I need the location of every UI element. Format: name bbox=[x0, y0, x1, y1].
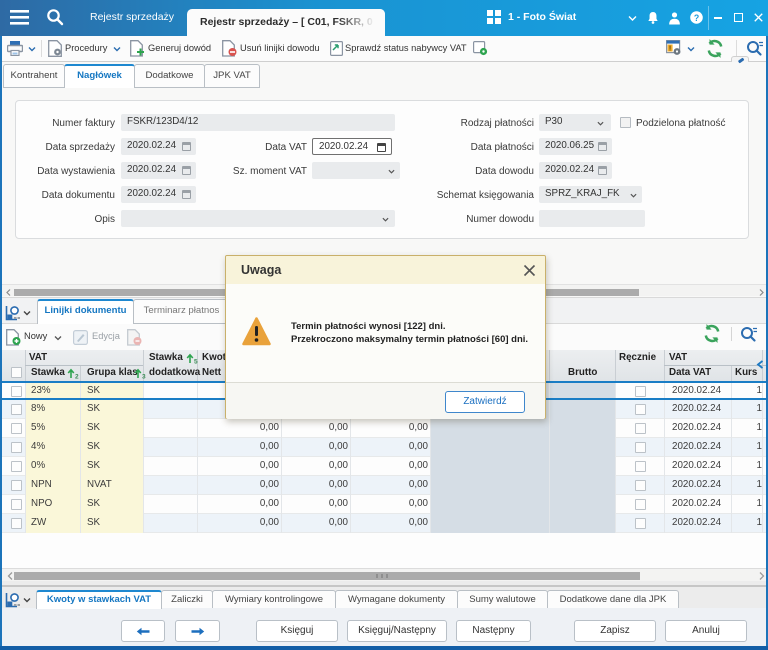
svg-text:?: ? bbox=[694, 13, 699, 23]
svg-text:2: 2 bbox=[75, 374, 79, 380]
svg-text:!: ! bbox=[669, 46, 671, 53]
svg-text:3: 3 bbox=[142, 374, 146, 380]
svg-text:5: 5 bbox=[194, 359, 198, 365]
